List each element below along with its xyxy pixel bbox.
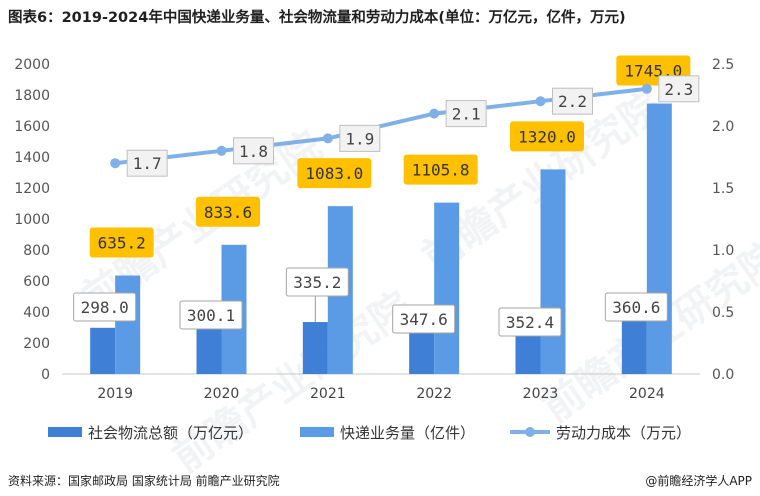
bar-express-volume — [115, 275, 141, 374]
data-label-labor-cost: 1.8 — [239, 142, 268, 161]
y-left-tick-label: 800 — [23, 243, 50, 259]
bar-express-volume — [646, 103, 672, 375]
y-left-tick-label: 0 — [41, 367, 50, 383]
data-label-logistics: 298.0 — [81, 298, 129, 317]
data-label-box — [179, 300, 243, 330]
y-right-tick-label: 2.0 — [712, 119, 734, 135]
y-left-tick-label: 1200 — [14, 181, 50, 197]
x-tick-label: 2019 — [97, 386, 133, 402]
legend-logistics-total-swatch — [48, 427, 82, 437]
source-note: 资料来源：国家邮政局 国家统计局 前瞻产业研究院 — [8, 474, 280, 488]
y-left-tick-label: 200 — [23, 336, 50, 352]
bar-logistics-total — [302, 322, 328, 374]
legend-express-volume-swatch — [300, 427, 334, 437]
line-point-labor-cost — [322, 133, 333, 144]
line-point-labor-cost — [641, 83, 652, 94]
line-point-labor-cost — [110, 158, 121, 169]
legend-labor-cost: 劳动力成本（万元） — [556, 424, 691, 442]
data-label-express: 1320.0 — [518, 127, 576, 146]
data-label-labor-cost: 1.7 — [133, 154, 162, 173]
data-label-box — [552, 87, 593, 115]
data-label-box — [445, 100, 487, 128]
x-tick-label: 2024 — [629, 386, 665, 402]
data-label-box — [339, 124, 381, 152]
data-label-logistics: 360.6 — [612, 298, 660, 317]
data-label-box — [126, 149, 168, 177]
y-left-tick-label: 600 — [23, 274, 50, 290]
line-point-labor-cost — [535, 96, 546, 107]
brand-credit: @前瞻经济学人APP — [645, 474, 752, 488]
chart-title: 图表6：2019-2024年中国快递业务量、社会物流量和劳动力成本(单位：万亿元… — [8, 10, 626, 26]
data-label-labor-cost: 2.2 — [558, 92, 587, 111]
data-label-express: 833.6 — [204, 203, 252, 222]
x-tick-label: 2022 — [416, 386, 452, 402]
legend-express-volume: 快递业务量（亿件） — [340, 424, 475, 442]
legend-logistics-total: 社会物流总额（万亿元） — [88, 424, 253, 442]
bar-express-volume — [434, 202, 460, 374]
data-label-box — [73, 292, 137, 322]
data-label-box — [233, 137, 274, 165]
x-tick-label: 2020 — [204, 386, 240, 402]
data-label-box — [510, 121, 584, 152]
data-label-logistics: 335.2 — [293, 273, 341, 292]
y-right-tick-label: 0.5 — [712, 305, 734, 321]
data-label-box — [89, 227, 154, 258]
y-right-tick-label: 1.0 — [712, 243, 734, 259]
x-tick-label: 2021 — [310, 386, 346, 402]
y-right-tick-label: 2.5 — [712, 57, 734, 73]
legend-labor-cost-marker — [525, 427, 535, 437]
y-left-tick-label: 1400 — [14, 150, 50, 166]
y-left-tick-label: 2000 — [14, 57, 50, 73]
data-label-box — [297, 158, 372, 189]
bar-logistics-total — [621, 318, 647, 374]
y-right-tick-label: 0.0 — [712, 367, 734, 383]
data-label-logistics: 352.4 — [506, 313, 554, 332]
y-left-tick-label: 400 — [23, 305, 50, 321]
bar-logistics-total — [90, 327, 116, 374]
data-label-express: 1105.8 — [412, 161, 470, 180]
bar-logistics-total — [196, 327, 222, 374]
data-label-express: 635.2 — [98, 234, 146, 253]
data-label-labor-cost: 1.9 — [345, 129, 374, 148]
data-label-express: 1083.0 — [305, 164, 363, 183]
x-tick-label: 2023 — [523, 386, 559, 402]
data-label-labor-cost: 2.3 — [664, 80, 693, 99]
data-label-box — [392, 304, 456, 334]
data-label-box — [403, 154, 478, 185]
line-point-labor-cost — [429, 108, 440, 119]
y-left-tick-label: 1000 — [14, 212, 50, 228]
line-point-labor-cost — [216, 145, 227, 156]
data-label-box — [604, 292, 668, 322]
data-label-labor-cost: 2.1 — [452, 105, 481, 124]
data-label-box — [498, 307, 562, 337]
data-label-box — [285, 267, 349, 297]
data-label-logistics: 347.6 — [400, 310, 448, 329]
data-label-logistics: 300.1 — [187, 306, 235, 325]
data-label-box — [658, 75, 700, 103]
data-label-box — [196, 196, 260, 227]
y-right-tick-label: 1.5 — [712, 181, 734, 197]
y-left-tick-label: 1800 — [14, 88, 50, 104]
y-left-tick-label: 1600 — [14, 119, 50, 135]
bar-express-volume — [540, 169, 566, 374]
